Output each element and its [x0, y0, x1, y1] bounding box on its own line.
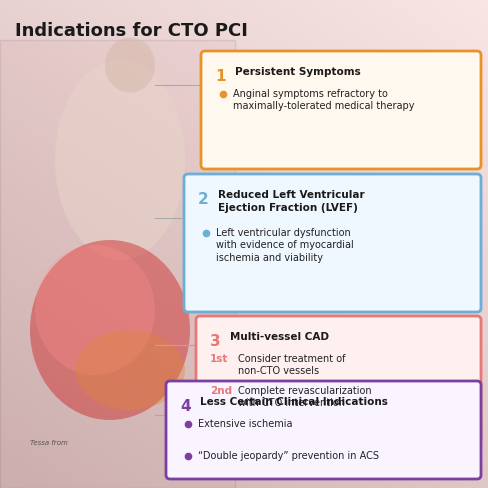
Text: Left ventricular dysfunction
with evidence of myocardial
ischemia and viability: Left ventricular dysfunction with eviden… [216, 228, 353, 263]
FancyBboxPatch shape [0, 40, 234, 488]
Text: 3: 3 [209, 334, 220, 349]
Text: Consider treatment of
non-CTO vessels: Consider treatment of non-CTO vessels [238, 354, 345, 376]
Text: 2: 2 [198, 192, 208, 207]
Ellipse shape [55, 60, 184, 260]
Text: Anginal symptoms refractory to
maximally-tolerated medical therapy: Anginal symptoms refractory to maximally… [232, 89, 414, 111]
Ellipse shape [105, 38, 155, 93]
Text: 1: 1 [215, 69, 225, 84]
Text: 2nd: 2nd [209, 386, 232, 396]
Text: Less Certain Clinical Indications: Less Certain Clinical Indications [200, 397, 387, 407]
Text: 4: 4 [180, 399, 190, 414]
FancyBboxPatch shape [183, 174, 480, 312]
Ellipse shape [35, 245, 155, 375]
Text: Persistent Symptoms: Persistent Symptoms [235, 67, 360, 77]
Text: Extensive ischemia: Extensive ischemia [198, 419, 292, 429]
Ellipse shape [75, 330, 184, 410]
Text: 1st: 1st [209, 354, 228, 364]
Ellipse shape [30, 240, 190, 420]
FancyBboxPatch shape [201, 51, 480, 169]
FancyBboxPatch shape [196, 316, 480, 444]
Text: “Double jeopardy” prevention in ACS: “Double jeopardy” prevention in ACS [198, 451, 378, 461]
Text: Multi-vessel CAD: Multi-vessel CAD [229, 332, 328, 342]
Text: Indications for CTO PCI: Indications for CTO PCI [15, 22, 247, 40]
Text: Complete revascularization
with CTO intervention: Complete revascularization with CTO inte… [238, 386, 371, 408]
Text: Tessa from: Tessa from [30, 440, 68, 446]
FancyBboxPatch shape [165, 381, 480, 479]
Text: Reduced Left Ventricular
Ejection Fraction (LVEF): Reduced Left Ventricular Ejection Fracti… [218, 190, 364, 213]
